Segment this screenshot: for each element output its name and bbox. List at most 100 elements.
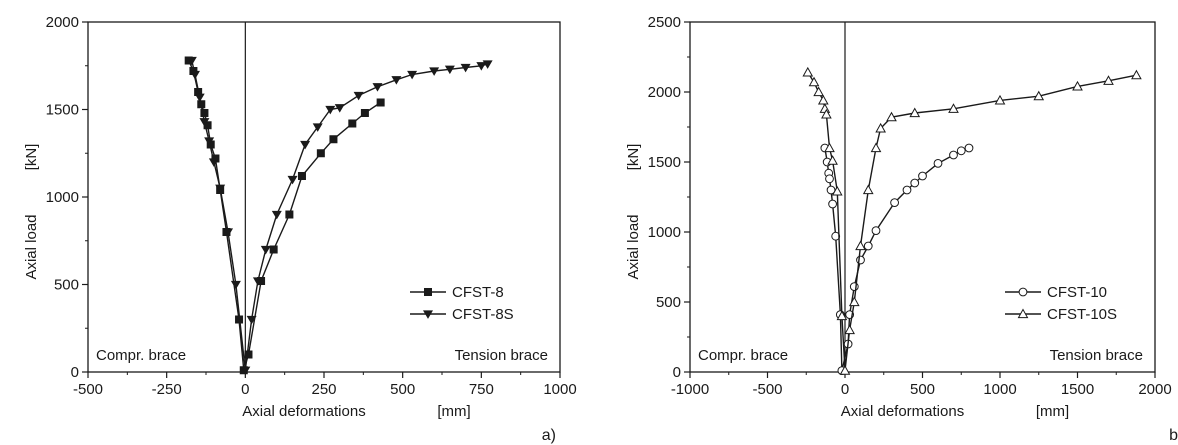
data-point bbox=[825, 174, 834, 184]
y-tick-label: 1000 bbox=[648, 224, 681, 241]
series-cfst-8s bbox=[186, 56, 493, 376]
data-point bbox=[849, 282, 859, 292]
data-point bbox=[312, 123, 323, 132]
y-tick-label: 2000 bbox=[46, 14, 79, 31]
y-axis-unit: [kN] bbox=[625, 144, 642, 171]
series-line bbox=[807, 72, 1137, 371]
data-point bbox=[353, 91, 364, 101]
data-point bbox=[819, 103, 831, 113]
data-point bbox=[194, 93, 205, 103]
data-point bbox=[828, 199, 837, 209]
y-tick-label: 1500 bbox=[648, 154, 681, 171]
data-point bbox=[839, 365, 851, 375]
series-cfst-10s bbox=[802, 66, 1142, 375]
legend-label: CFST-8 bbox=[452, 284, 504, 301]
data-point bbox=[863, 241, 873, 251]
series-line bbox=[188, 60, 381, 371]
data-point bbox=[391, 76, 402, 85]
data-point bbox=[855, 240, 866, 251]
data-point bbox=[902, 185, 912, 195]
chart-panel-b: -1000 -500 0 500 1000 1500 2000 0 500 1000 1500 200… bbox=[625, 14, 1178, 444]
data-point bbox=[316, 149, 325, 158]
data-point bbox=[827, 155, 838, 165]
x-tick-label: 1000 bbox=[983, 381, 1016, 398]
data-point bbox=[817, 94, 829, 105]
data-point bbox=[200, 109, 209, 118]
y-axis-unit: [kN] bbox=[23, 144, 40, 171]
data-point bbox=[240, 366, 251, 376]
data-point bbox=[215, 184, 226, 194]
y-tick-label: 0 bbox=[71, 364, 79, 381]
data-point bbox=[460, 63, 471, 73]
x-tick-label: -1000 bbox=[671, 381, 709, 398]
annotation-tension-brace: Tension brace bbox=[1050, 347, 1143, 364]
data-point bbox=[890, 198, 899, 208]
data-point bbox=[1072, 80, 1083, 91]
data-point bbox=[429, 67, 440, 76]
data-point bbox=[918, 171, 927, 181]
data-point bbox=[285, 210, 294, 219]
data-point bbox=[334, 104, 345, 113]
data-point bbox=[372, 83, 383, 92]
y-tick-label: 1000 bbox=[46, 189, 79, 206]
x-tick-label: 500 bbox=[910, 381, 935, 398]
series-line bbox=[191, 60, 488, 371]
x-tick-label: -500 bbox=[73, 381, 103, 398]
data-point bbox=[870, 142, 882, 153]
y-tick-label: 2500 bbox=[648, 14, 681, 31]
data-point bbox=[813, 86, 824, 97]
data-point bbox=[909, 107, 921, 118]
chart-panel-a: -500 -250 0 250 500 750 1000 0 500 1000 1500 2000 Ax… bbox=[23, 14, 577, 444]
series-line bbox=[824, 147, 970, 371]
data-point bbox=[831, 185, 843, 196]
x-tick-label: 1500 bbox=[1061, 381, 1094, 398]
data-point bbox=[948, 103, 959, 113]
y-axis-title: Axial load bbox=[625, 214, 642, 279]
y-tick-label: 2000 bbox=[648, 84, 681, 101]
data-point bbox=[244, 350, 253, 359]
data-point bbox=[269, 245, 278, 254]
x-axis-unit: [mm] bbox=[1036, 403, 1069, 420]
data-point bbox=[1033, 90, 1045, 101]
x-axis-title: Axial deformations bbox=[242, 403, 365, 420]
data-point bbox=[271, 210, 282, 220]
y-tick-label: 0 bbox=[673, 364, 681, 381]
data-point bbox=[821, 108, 832, 119]
legend-item: CFST-10S bbox=[1005, 306, 1117, 323]
data-point bbox=[875, 122, 886, 133]
annotation-tension-brace: Tension brace bbox=[455, 347, 548, 364]
data-point bbox=[862, 184, 874, 195]
panel-label: b bbox=[1169, 427, 1178, 444]
x-tick-label: -500 bbox=[752, 381, 782, 398]
data-point bbox=[444, 65, 455, 75]
data-point bbox=[802, 66, 814, 77]
data-point bbox=[348, 119, 357, 128]
data-point bbox=[910, 178, 920, 188]
x-axis-unit: [mm] bbox=[437, 403, 470, 420]
data-point bbox=[886, 111, 897, 122]
data-point bbox=[844, 324, 855, 335]
data-point bbox=[808, 76, 820, 87]
x-axis-title: Axial deformations bbox=[841, 403, 964, 420]
data-point bbox=[826, 185, 836, 195]
x-tick-label: 2000 bbox=[1138, 381, 1171, 398]
legend-marker bbox=[423, 287, 432, 296]
legend-label: CFST-10 bbox=[1047, 284, 1107, 301]
data-point bbox=[300, 140, 311, 150]
data-point bbox=[848, 296, 860, 307]
data-point bbox=[189, 70, 200, 80]
data-point bbox=[482, 60, 493, 69]
data-point bbox=[856, 255, 865, 265]
data-point bbox=[836, 310, 848, 321]
data-point bbox=[824, 142, 835, 153]
annotation-compr-brace: Compr. brace bbox=[698, 347, 788, 364]
x-tick-label: -250 bbox=[152, 381, 182, 398]
legend-label: CFST-10S bbox=[1047, 306, 1117, 323]
y-axis-title: Axial load bbox=[23, 214, 40, 279]
data-point bbox=[260, 245, 271, 255]
series-cfst-8 bbox=[184, 56, 385, 375]
data-point bbox=[297, 171, 306, 180]
x-tick-label: 750 bbox=[469, 381, 494, 398]
data-point bbox=[252, 277, 263, 286]
